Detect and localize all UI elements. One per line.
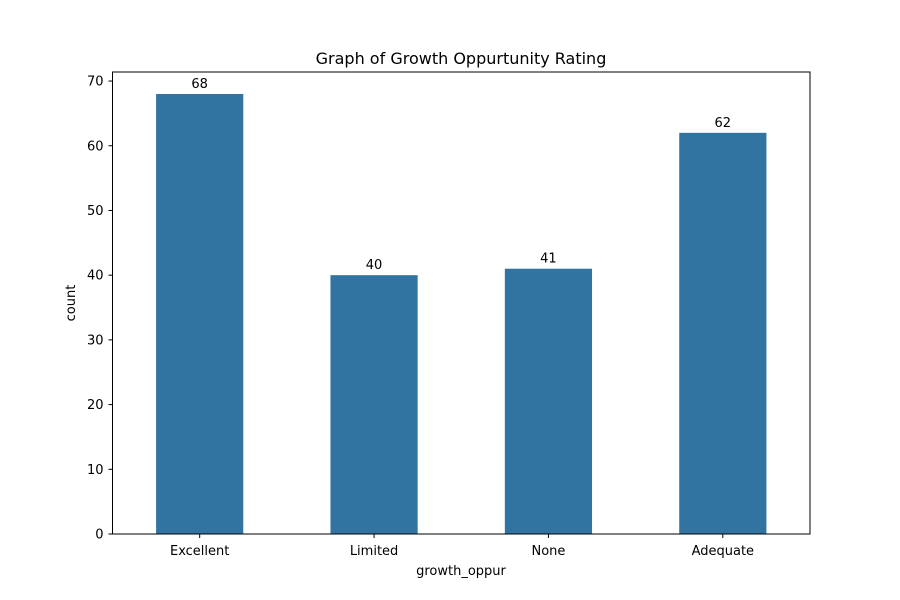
y-tick-label: 60 — [87, 139, 104, 154]
chart-title: Graph of Growth Oppurtunity Rating — [316, 49, 607, 68]
data-label-none: 41 — [540, 252, 557, 267]
bar-limited — [330, 275, 418, 534]
bars-group — [156, 94, 767, 534]
y-tick-label: 20 — [87, 398, 104, 413]
y-tick-label: 70 — [87, 75, 104, 90]
y-tick-label: 0 — [95, 528, 103, 543]
x-tick-label-adequate: Adequate — [692, 544, 754, 559]
y-tick-label: 10 — [87, 463, 104, 478]
x-axis: Excellent Limited None Adequate — [170, 534, 754, 559]
data-labels-group: 68 40 41 62 — [191, 77, 731, 273]
y-axis: 0 10 20 30 40 50 60 70 — [87, 75, 113, 543]
data-label-limited: 40 — [366, 258, 383, 273]
bar-none — [504, 268, 593, 534]
plot-area-frame — [112, 71, 811, 535]
x-axis-label: growth_oppur — [416, 564, 506, 579]
y-tick-label: 40 — [87, 269, 104, 284]
y-tick-label: 30 — [87, 333, 104, 348]
data-label-adequate: 62 — [715, 116, 732, 131]
x-tick-label-limited: Limited — [350, 544, 398, 559]
y-tick-label: 50 — [87, 204, 104, 219]
x-tick-label-excellent: Excellent — [170, 544, 229, 559]
bar-excellent — [156, 94, 244, 534]
data-label-excellent: 68 — [191, 77, 208, 92]
x-tick-label-none: None — [531, 544, 565, 559]
y-axis-label: count — [64, 285, 79, 322]
bar-adequate — [679, 132, 767, 534]
